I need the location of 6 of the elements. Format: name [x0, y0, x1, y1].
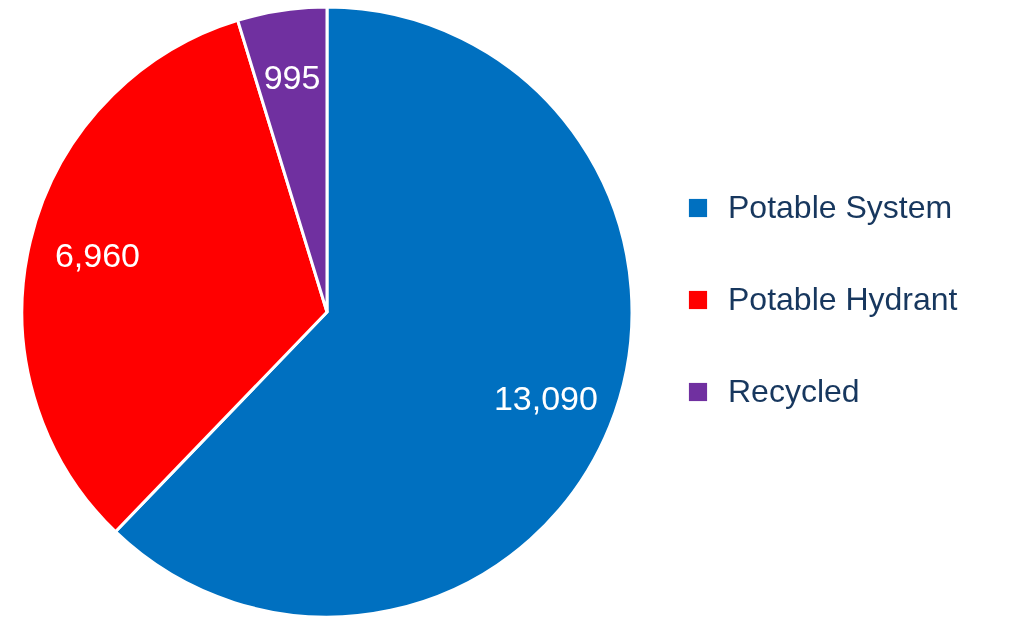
- legend-label: Recycled: [728, 373, 860, 409]
- legend-label: Potable Hydrant: [728, 281, 958, 317]
- data-label: 995: [263, 57, 321, 96]
- data-label: 13,090: [493, 379, 598, 418]
- legend-label: Potable System: [728, 189, 953, 225]
- data-label: 6,960: [54, 236, 141, 275]
